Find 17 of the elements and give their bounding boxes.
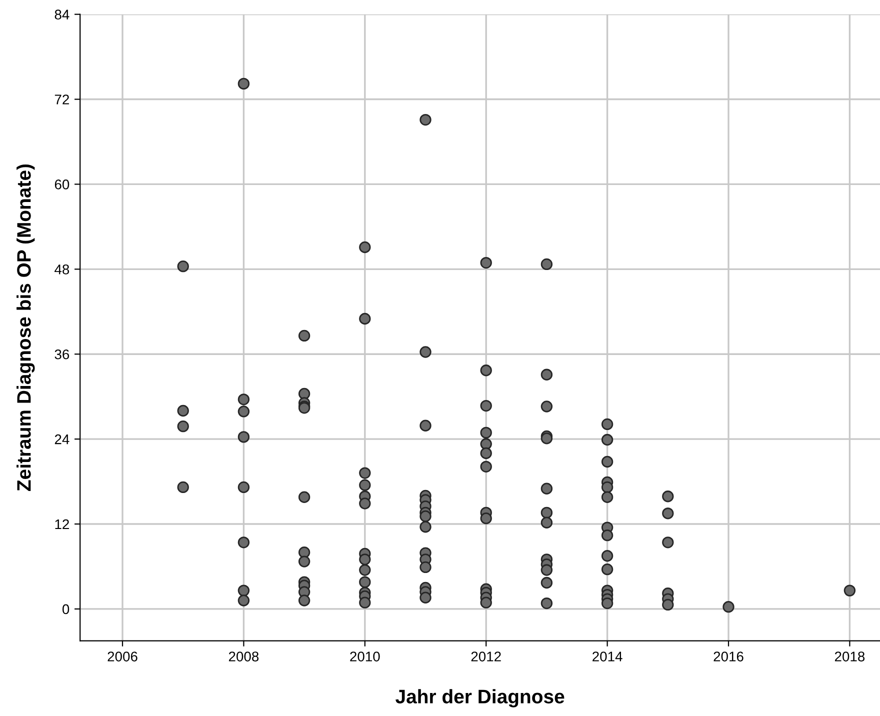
y-tick-label: 0 <box>62 604 70 614</box>
x-tick-label: 2010 <box>350 652 380 662</box>
x-tick-label: 2008 <box>228 652 259 662</box>
y-tick-label: 24 <box>54 434 70 444</box>
y-tick-label: 48 <box>54 264 70 274</box>
y-tick-label: 72 <box>54 94 69 104</box>
x-tick-label: 2012 <box>471 652 501 662</box>
x-axis-title: Jahr der Diagnose <box>396 689 564 708</box>
y-tick-label: 84 <box>54 10 70 20</box>
y-tick-label: 12 <box>55 519 69 530</box>
x-tick-label: 2016 <box>714 652 744 662</box>
y-tick-label: 60 <box>54 180 70 190</box>
x-tick-label: 2014 <box>592 652 622 662</box>
y-tick-label: 36 <box>54 349 70 360</box>
x-tick-label: 2018 <box>834 652 865 662</box>
y-axis-title: Zeitraum Diagnose bis OP (Monate) <box>16 164 35 492</box>
x-tick-label: 2006 <box>108 652 138 662</box>
